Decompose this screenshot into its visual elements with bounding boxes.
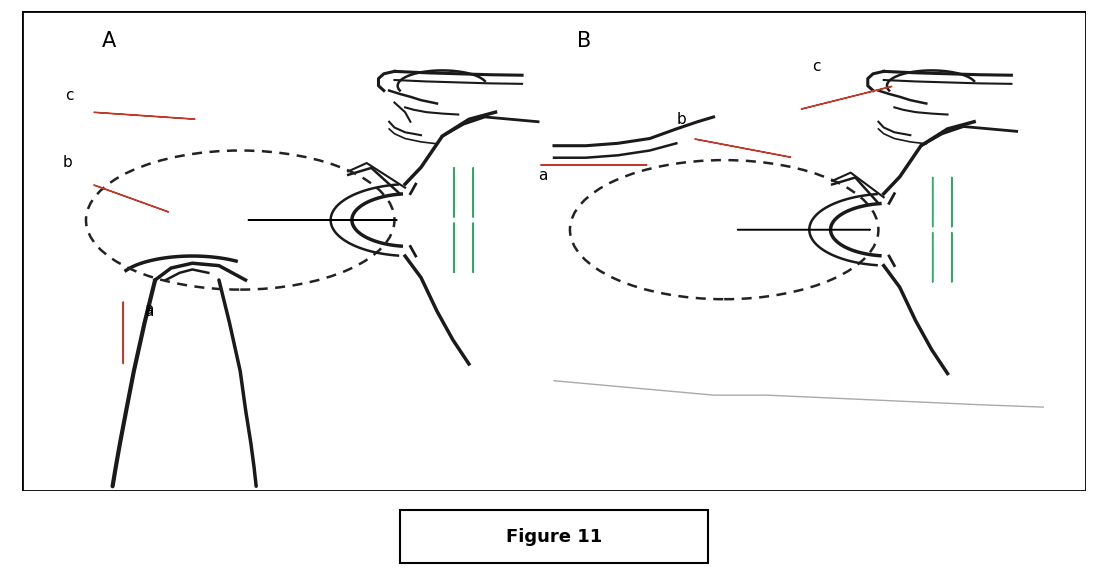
Text: A: A (102, 31, 116, 51)
Text: c: c (64, 88, 73, 103)
Bar (400, 510, 708, 563)
Circle shape (570, 160, 879, 299)
Text: Figure 11: Figure 11 (506, 528, 602, 546)
Text: b: b (62, 155, 72, 170)
Text: c: c (812, 59, 821, 74)
Text: a: a (144, 304, 154, 319)
Text: b: b (676, 112, 686, 127)
Text: a: a (144, 301, 154, 316)
Text: a: a (538, 168, 547, 183)
Text: B: B (577, 31, 592, 51)
